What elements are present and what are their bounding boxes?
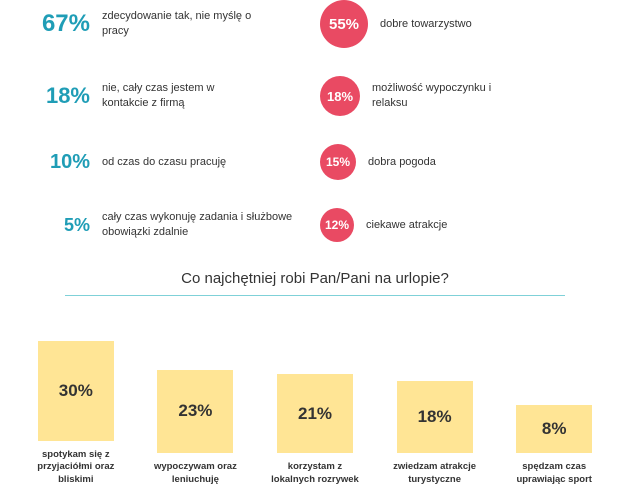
left-pct-1: 67% bbox=[20, 10, 90, 38]
bar-box-3: 21% bbox=[277, 374, 353, 453]
bar-caption-3: korzystam z lokalnych rozrywek bbox=[269, 461, 361, 486]
bar-label-1: 30% bbox=[59, 381, 93, 401]
left-pct-2: 18% bbox=[20, 83, 90, 109]
bar-label-5: 8% bbox=[542, 419, 567, 439]
section-title: Co najchętniej robi Pan/Pani na urlopie? bbox=[0, 270, 630, 287]
row-2-right: 18% możliwość wypoczynku i relaksu bbox=[320, 76, 610, 116]
bar-1: 30% spotykam się z przyjaciółmi oraz bli… bbox=[30, 341, 122, 486]
bar-4: 18% zwiedzam atrakcje turystyczne bbox=[389, 381, 481, 486]
bar-caption-1: spotykam się z przyjaciółmi oraz bliskim… bbox=[30, 449, 122, 486]
row-3: 10% od czas do czasu pracuję 15% dobra p… bbox=[20, 144, 610, 180]
bar-5: 8% spędzam czas uprawiając sport bbox=[508, 405, 600, 486]
horizontal-rule bbox=[65, 295, 565, 296]
right-desc-4: ciekawe atrakcje bbox=[366, 218, 516, 233]
left-desc-1: zdecydowanie tak, nie myślę o pracy bbox=[102, 9, 262, 39]
left-desc-4: cały czas wykonuję zadania i służbowe ob… bbox=[102, 210, 302, 240]
left-pct-3: 10% bbox=[20, 151, 90, 174]
right-desc-3: dobra pogoda bbox=[368, 155, 518, 170]
row-2: 18% nie, cały czas jestem w kontakcie z … bbox=[20, 76, 610, 116]
left-desc-3: od czas do czasu pracuję bbox=[102, 155, 262, 170]
right-desc-1: dobre towarzystwo bbox=[380, 17, 530, 32]
bar-caption-4: zwiedzam atrakcje turystyczne bbox=[389, 461, 481, 486]
left-pct-4: 5% bbox=[20, 215, 90, 236]
bar-box-5: 8% bbox=[516, 405, 592, 454]
right-desc-2: możliwość wypoczynku i relaksu bbox=[372, 81, 522, 111]
bar-box-4: 18% bbox=[397, 381, 473, 453]
bar-2: 23% wypoczywam oraz leniuchuję bbox=[150, 370, 242, 486]
row-4: 5% cały czas wykonuję zadania i służbowe… bbox=[20, 208, 610, 242]
row-1-right: 55% dobre towarzystwo bbox=[320, 0, 610, 48]
bar-caption-2: wypoczywam oraz leniuchuję bbox=[150, 461, 242, 486]
row-1: 67% zdecydowanie tak, nie myślę o pracy … bbox=[20, 0, 610, 48]
row-4-right: 12% ciekawe atrakcje bbox=[320, 208, 610, 242]
row-2-left: 18% nie, cały czas jestem w kontakcie z … bbox=[20, 81, 320, 111]
right-circle-4: 12% bbox=[320, 208, 354, 242]
bar-box-2: 23% bbox=[157, 370, 233, 454]
bar-caption-5: spędzam czas uprawiając sport bbox=[508, 461, 600, 486]
right-circle-1: 55% bbox=[320, 0, 368, 48]
row-4-left: 5% cały czas wykonuję zadania i służbowe… bbox=[20, 210, 320, 240]
bar-label-3: 21% bbox=[298, 404, 332, 424]
bar-chart: 30% spotykam się z przyjaciółmi oraz bli… bbox=[0, 316, 630, 486]
bar-label-2: 23% bbox=[178, 401, 212, 421]
row-1-left: 67% zdecydowanie tak, nie myślę o pracy bbox=[20, 9, 320, 39]
bar-box-1: 30% bbox=[38, 341, 114, 441]
bar-label-4: 18% bbox=[418, 407, 452, 427]
right-circle-3: 15% bbox=[320, 144, 356, 180]
left-desc-2: nie, cały czas jestem w kontakcie z firm… bbox=[102, 81, 262, 111]
right-circle-2: 18% bbox=[320, 76, 360, 116]
bar-3: 21% korzystam z lokalnych rozrywek bbox=[269, 374, 361, 486]
top-comparison-rows: 67% zdecydowanie tak, nie myślę o pracy … bbox=[0, 0, 630, 242]
row-3-right: 15% dobra pogoda bbox=[320, 144, 610, 180]
row-3-left: 10% od czas do czasu pracuję bbox=[20, 151, 320, 174]
